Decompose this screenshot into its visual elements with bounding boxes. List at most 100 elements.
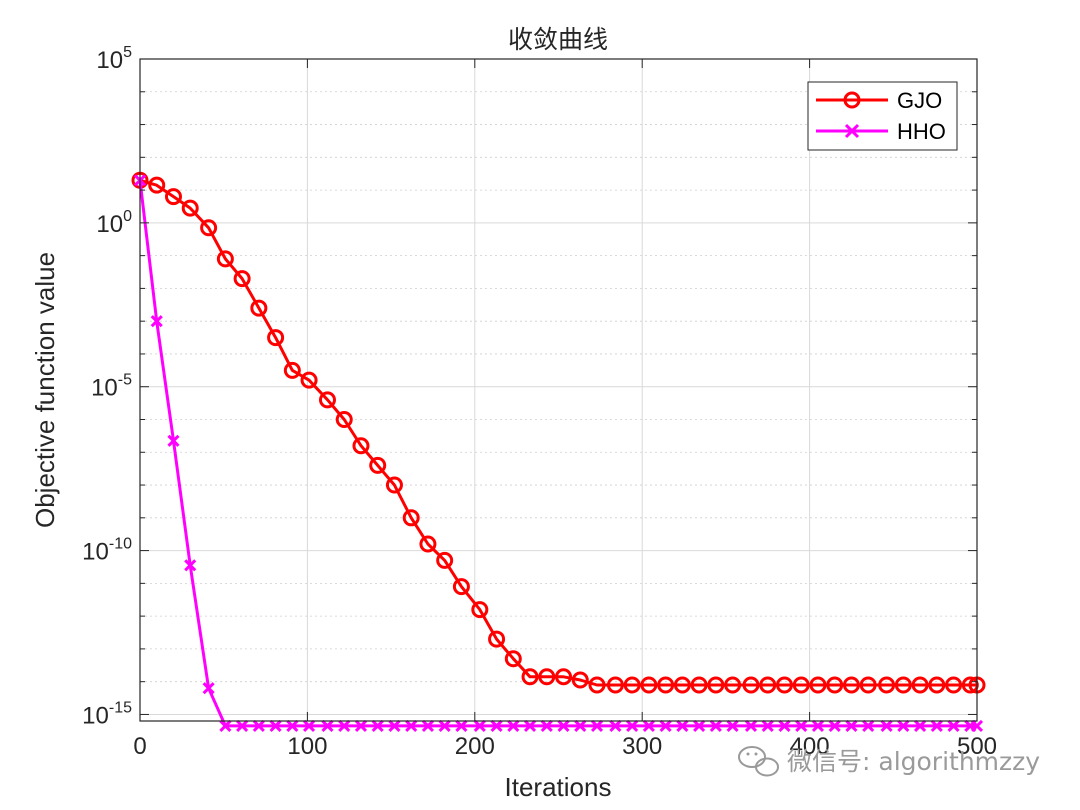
data-point-gjo — [826, 676, 844, 694]
data-point-hho — [438, 719, 451, 732]
data-point-hho — [897, 719, 910, 732]
x-tick-label: 200 — [455, 733, 495, 760]
data-point-gjo — [335, 410, 353, 428]
data-point-hho — [219, 719, 232, 732]
data-point-gjo — [318, 391, 336, 409]
data-point-gjo — [657, 676, 675, 694]
data-point-gjo — [148, 176, 166, 194]
data-point-gjo — [369, 456, 387, 474]
watermark: 微信号: algorithmzzy — [738, 746, 1040, 777]
data-point-hho — [269, 719, 282, 732]
y-axis-ticks: 105 100 10-5 10-10 10-15 — [82, 44, 977, 729]
data-point-hho — [778, 719, 791, 732]
legend-label-gjo: GJO — [897, 88, 942, 113]
y-axis-label: Objective function value — [30, 252, 60, 528]
data-point-gjo — [267, 329, 285, 347]
data-point-gjo — [809, 676, 827, 694]
y-tick-label: 10-5 — [91, 372, 132, 402]
plot-frame — [139, 58, 978, 722]
data-point-hho — [455, 719, 468, 732]
data-point-hho — [744, 719, 758, 732]
data-point-gjo — [200, 219, 218, 237]
legend-box — [807, 81, 958, 151]
data-point-hho — [557, 719, 570, 732]
data-point-hho — [354, 719, 368, 732]
data-point-gjo — [436, 551, 454, 569]
data-point-gjo — [571, 671, 589, 689]
x-tick-label: 500 — [957, 733, 997, 760]
data-point-hho — [236, 719, 249, 732]
data-point-hho — [523, 719, 537, 732]
data-point-gjo — [521, 668, 539, 686]
data-point-gjo — [538, 668, 556, 686]
data-point-gjo — [724, 676, 742, 694]
data-point-hho — [676, 719, 689, 732]
data-point-hho — [405, 719, 418, 732]
data-point-gjo — [928, 676, 946, 694]
data-point-hho — [202, 682, 215, 695]
data-point-gjo — [878, 676, 896, 694]
plot-background — [140, 59, 977, 721]
data-point-hho — [659, 719, 672, 732]
data-point-hho — [726, 719, 739, 732]
data-point-gjo — [623, 676, 641, 694]
data-point-gjo — [911, 676, 929, 694]
legend: GJO HHO — [807, 81, 958, 151]
data-point-gjo — [385, 476, 403, 494]
data-point-hho — [252, 719, 265, 732]
data-point-hho — [914, 719, 927, 732]
data-point-hho — [321, 719, 334, 732]
data-point-gjo — [775, 676, 793, 694]
data-point-gjo — [894, 676, 912, 694]
data-point-hho — [184, 559, 197, 572]
data-point-gjo — [181, 199, 199, 217]
data-point-hho — [371, 719, 384, 732]
x-tick-label: 100 — [287, 733, 327, 760]
data-point-gjo — [690, 676, 708, 694]
data-point-gjo — [300, 371, 318, 389]
series-layer — [131, 171, 986, 732]
y-tick-label: 10-10 — [82, 536, 132, 566]
data-point-hho — [150, 315, 163, 328]
data-point-gjo — [471, 601, 489, 619]
data-point-hho — [862, 719, 875, 732]
data-point-hho — [490, 719, 503, 732]
data-point-hho — [709, 719, 722, 732]
data-point-gjo — [555, 668, 573, 686]
data-point-hho — [286, 719, 299, 732]
x-axis-ticks: 0 100 200 300 400 500 — [133, 59, 997, 760]
data-point-hho — [970, 719, 984, 732]
data-point-hho — [642, 719, 655, 732]
data-point-gjo — [707, 676, 725, 694]
data-point-gjo — [640, 676, 658, 694]
data-point-hho — [761, 719, 774, 732]
data-point-hho — [540, 719, 553, 732]
data-point-gjo — [504, 650, 522, 668]
data-point-gjo — [945, 676, 963, 694]
data-point-gjo — [488, 630, 506, 648]
legend-marker-hho — [844, 123, 860, 139]
data-point-gjo — [859, 676, 877, 694]
data-point-hho — [473, 719, 486, 732]
x-tick-label: 400 — [790, 733, 830, 760]
data-point-gjo — [742, 676, 760, 694]
data-point-hho — [930, 719, 943, 732]
data-point-gjo — [164, 188, 182, 206]
data-point-gjo — [250, 299, 268, 317]
y-tick-label: 10-15 — [82, 699, 132, 729]
data-point-hho — [626, 719, 639, 732]
data-point-gjo — [216, 250, 234, 268]
data-point-gjo — [792, 676, 810, 694]
data-point-hho — [590, 719, 604, 732]
data-point-gjo — [452, 578, 470, 596]
data-point-hho — [693, 719, 706, 732]
watermark-text: 微信号: algorithmzzy — [787, 747, 1040, 776]
data-point-hho — [338, 719, 351, 732]
data-point-hho — [845, 719, 858, 732]
data-point-hho — [609, 719, 622, 732]
data-point-gjo — [233, 270, 251, 288]
data-point-hho — [388, 719, 401, 732]
data-point-gjo — [606, 676, 624, 694]
data-point-gjo — [402, 509, 420, 527]
